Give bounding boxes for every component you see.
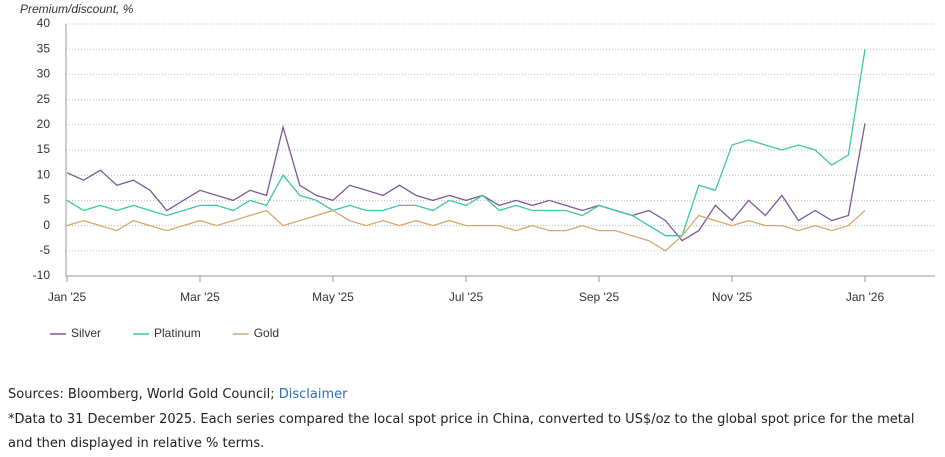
series-line [66, 49, 866, 237]
sources: Sources: Bloomberg, World Gold Council; … [8, 383, 940, 407]
x-tick-label: Jan '25 [48, 290, 87, 304]
x-tick-label: Jan '26 [846, 290, 885, 304]
legend-label: Platinum [154, 326, 201, 340]
y-tick-label: -5 [39, 243, 50, 257]
x-tick-label: Mar '25 [180, 290, 220, 304]
chart: Premium/discount, % -10 -5 0 5 10 15 20 25 30 35 4… [20, 2, 935, 340]
y-tick-label: 15 [37, 142, 51, 156]
series-line [66, 209, 866, 252]
y-tick-label: 25 [37, 92, 51, 106]
footnote: *Data to 31 December 2025. Each series c… [8, 412, 915, 451]
y-tick-label: 40 [37, 16, 51, 30]
legend-label: Silver [71, 326, 101, 340]
y-tick-label: 30 [37, 67, 51, 81]
series-line [66, 123, 866, 242]
x-tick-label: Sep '25 [579, 290, 620, 304]
y-tick-label: 35 [37, 41, 51, 55]
y-axis-label: Premium/discount, % [20, 2, 134, 16]
y-tick-label: -10 [33, 268, 51, 282]
legend-label: Gold [254, 326, 279, 340]
x-tick-label: May '25 [312, 290, 354, 304]
x-tick-label: Nov '25 [712, 290, 753, 304]
y-tick-label: 20 [37, 117, 51, 131]
y-tick-label: 10 [37, 167, 51, 181]
sources-text: Sources: Bloomberg, World Gold Council; [8, 387, 275, 402]
y-tick-label: 5 [43, 193, 50, 207]
disclaimer-link[interactable]: Disclaimer [278, 387, 348, 402]
y-tick-label: 0 [43, 218, 50, 232]
x-tick-label: Jul '25 [449, 290, 484, 304]
